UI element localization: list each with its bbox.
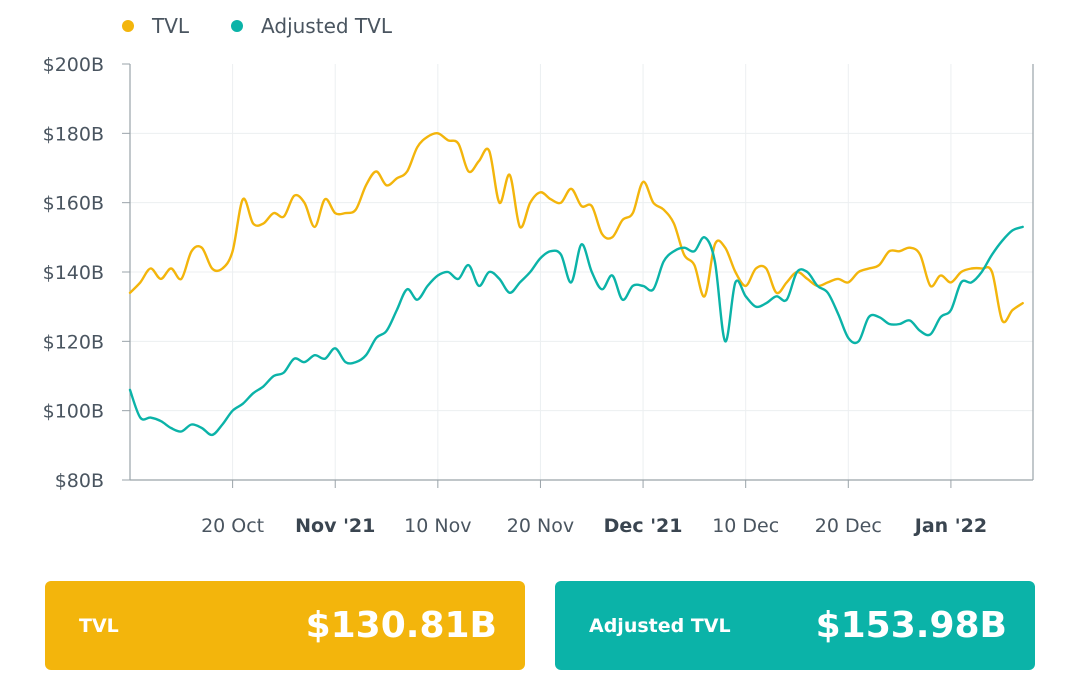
tvl-series-line (128, 132, 1024, 324)
legend-dot-adjusted-tvl (231, 20, 244, 32)
tvl-line-chart: $200B $180B $160B $140B $120B $100B $80B 20 Oct… (43, 54, 1034, 537)
y-tick-label: $100B (43, 401, 104, 423)
legend-label-tvl: TVL (152, 14, 190, 38)
y-tick-label: $160B (43, 193, 104, 215)
tvl-summary-card: TVL $130.81B (45, 581, 525, 670)
adjusted-tvl-summary-card: Adjusted TVL $153.98B (555, 581, 1035, 670)
chart-legend: TVL Adjusted TVL (122, 14, 434, 38)
y-tick-label: $80B (55, 470, 104, 492)
legend-item-adjusted-tvl[interactable]: Adjusted TVL (231, 14, 392, 38)
x-tick-label: Nov '21 (295, 515, 375, 537)
tvl-card-value: $130.81B (305, 605, 497, 646)
y-tick-label: $200B (43, 54, 104, 76)
adjusted-tvl-card-label: Adjusted TVL (589, 614, 731, 637)
adjusted-tvl-card-value: $153.98B (815, 605, 1007, 646)
y-tick-label: $180B (43, 123, 104, 145)
x-tick-label: Jan '22 (913, 515, 987, 537)
adjusted-tvl-series-line (128, 225, 1024, 437)
legend-item-tvl[interactable]: TVL (122, 14, 189, 38)
x-tick-label: 20 Nov (507, 515, 574, 537)
legend-dot-tvl (122, 20, 134, 32)
x-tick-label: 20 Dec (815, 515, 882, 537)
x-tick-label: 10 Nov (404, 515, 471, 537)
x-tick-label: 20 Oct (201, 515, 264, 537)
x-tick-label: Dec '21 (604, 515, 683, 537)
legend-label-adjusted-tvl: Adjusted TVL (261, 14, 392, 38)
y-tick-label: $120B (43, 331, 104, 353)
tvl-card-label: TVL (79, 614, 119, 637)
y-tick-label: $140B (43, 262, 104, 284)
x-tick-label: 10 Dec (712, 515, 779, 537)
